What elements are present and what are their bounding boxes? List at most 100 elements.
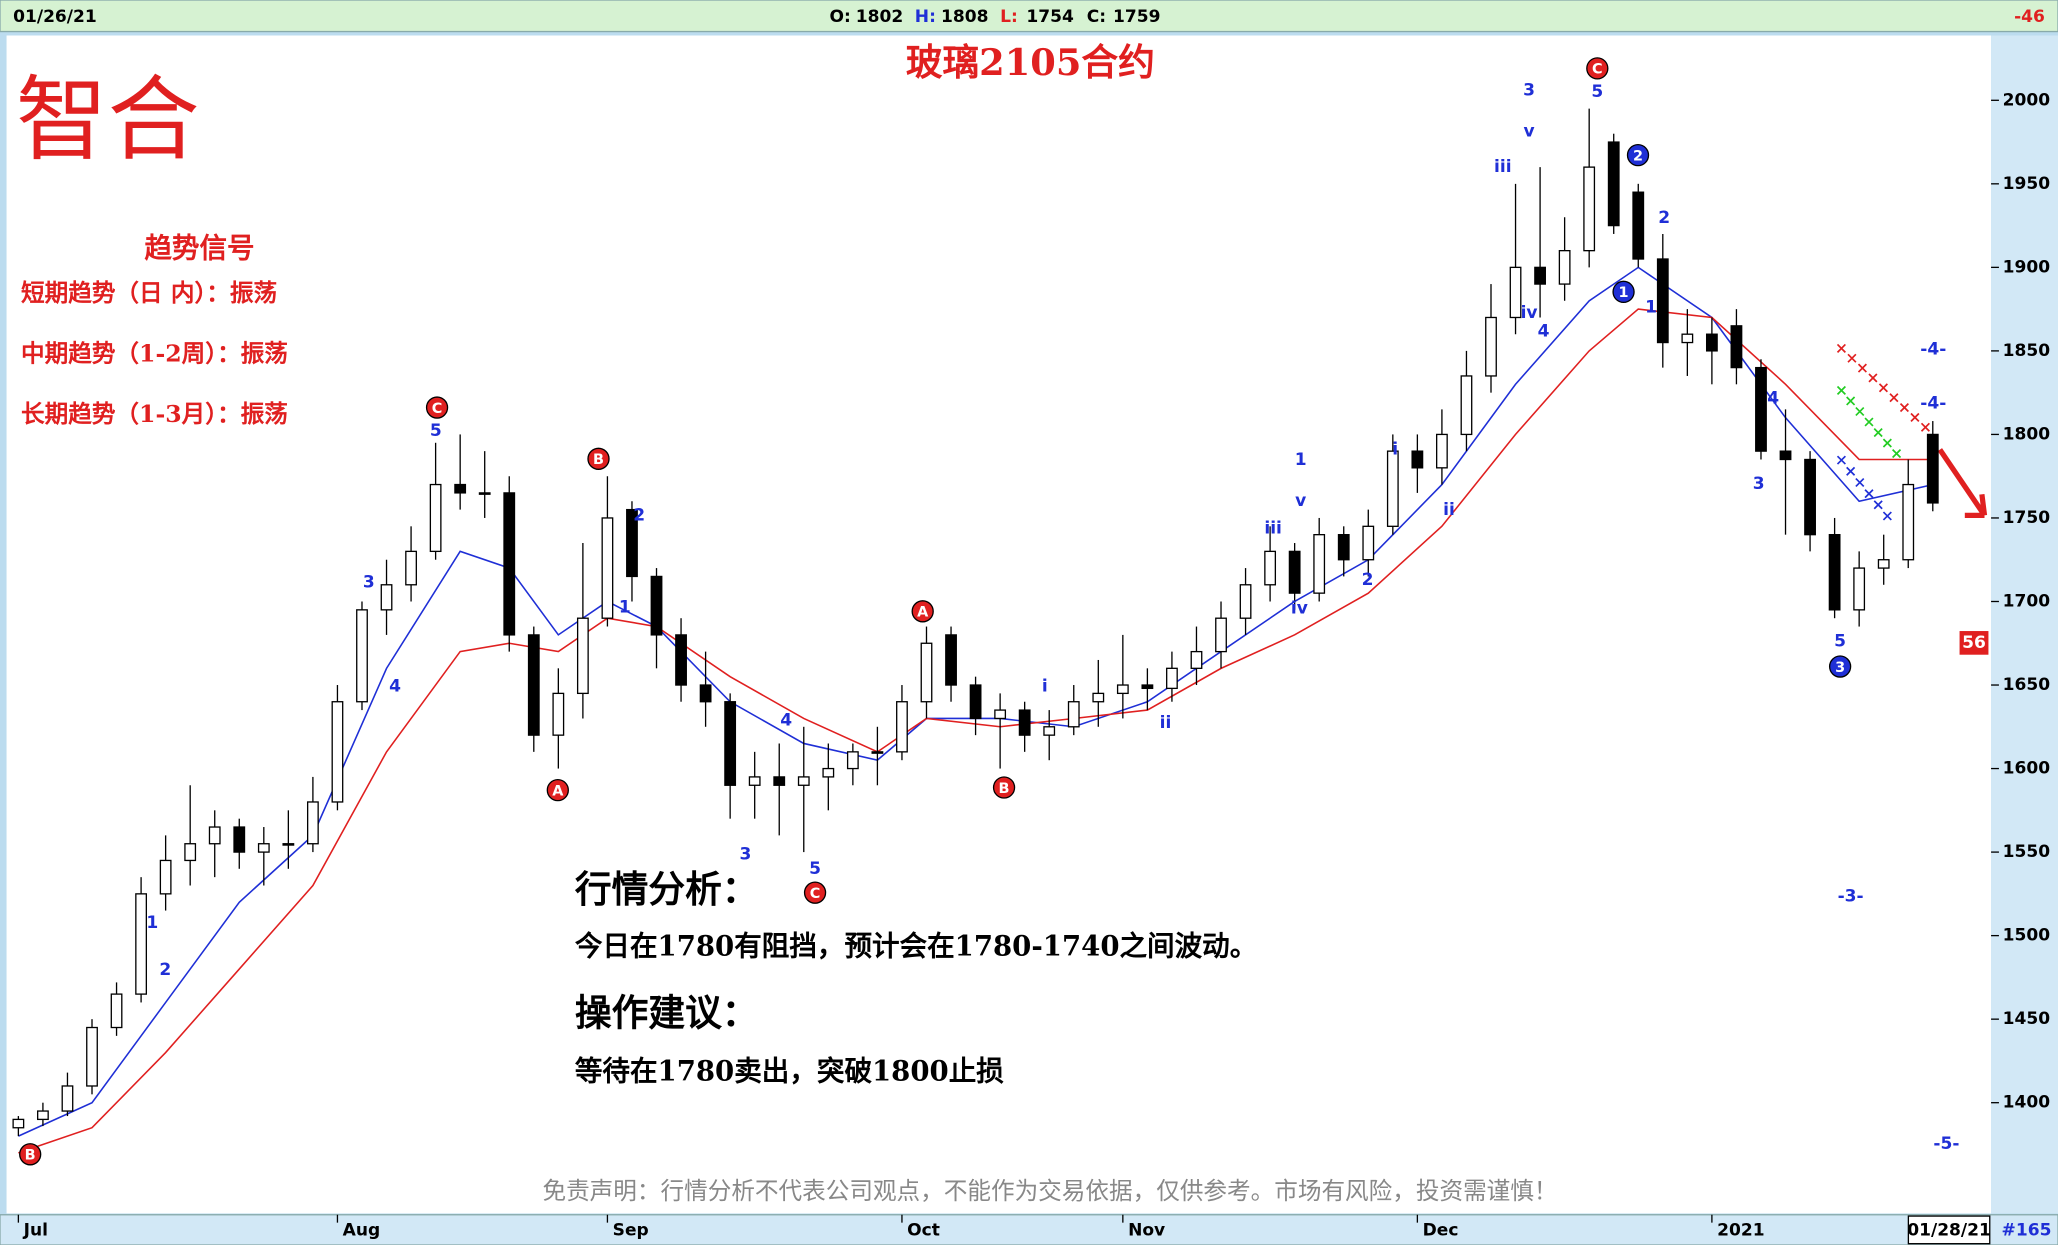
candle-body xyxy=(576,617,589,695)
wave-label: ii xyxy=(1443,500,1455,520)
candle-body xyxy=(1018,709,1031,736)
candle-body xyxy=(1239,584,1252,619)
x-marker xyxy=(1836,385,1846,396)
candle-body xyxy=(1067,701,1080,728)
wave-label: A xyxy=(552,783,564,799)
chart-title: 玻璃2105合约 xyxy=(906,40,1155,84)
candle-body xyxy=(135,893,147,995)
candle-body xyxy=(601,517,614,619)
candle-body xyxy=(675,634,687,686)
candle-body xyxy=(331,701,344,803)
wave-label: 4 xyxy=(1538,321,1550,341)
wave-badge xyxy=(1612,280,1635,304)
x-marker xyxy=(1847,353,1857,363)
y-tick-label: 1550 xyxy=(2003,842,2051,862)
wave-label: 3 xyxy=(1753,474,1765,494)
y-tick-label: 1850 xyxy=(2003,341,2051,361)
candle-body xyxy=(1926,433,1939,504)
header-value: 1808 xyxy=(941,7,988,27)
x-marker xyxy=(1855,477,1865,488)
candle-body xyxy=(1264,550,1277,586)
header-date: 01/26/21 xyxy=(13,7,97,27)
candle-body xyxy=(1460,375,1473,436)
header-bar xyxy=(0,0,2058,33)
x-marker xyxy=(1882,438,1892,448)
candle-body xyxy=(1092,692,1105,703)
candle-body xyxy=(945,634,957,686)
signal-row: 中期趋势（1-2周）：振荡 xyxy=(21,339,288,367)
wave-label: 4 xyxy=(389,676,401,696)
y-tick-label: 1800 xyxy=(2003,424,2051,444)
wave-label: B xyxy=(999,781,1010,797)
wave-label: 1 xyxy=(1645,298,1657,318)
candle-body xyxy=(1779,450,1792,461)
candle-body xyxy=(454,483,467,494)
candle-body xyxy=(257,843,270,853)
x-marker xyxy=(1910,412,1920,422)
candle-body xyxy=(1190,650,1203,669)
wave-label: 3 xyxy=(1835,660,1845,676)
candle-body xyxy=(1828,534,1841,611)
wave-label: C xyxy=(1592,62,1603,78)
wave-label: iii xyxy=(1264,518,1282,538)
signal-row: 短期趋势（日 内）：振荡 xyxy=(21,279,277,307)
candle-body xyxy=(527,634,540,736)
candle-body xyxy=(1902,483,1915,561)
header-value: 1759 xyxy=(1113,7,1160,27)
wave-label: iv xyxy=(1521,303,1538,323)
x-marker xyxy=(1873,427,1883,438)
candle-body xyxy=(110,993,123,1029)
wave-badge xyxy=(1586,57,1609,80)
markers xyxy=(1836,343,1930,521)
wave-badge xyxy=(1828,655,1852,678)
candle-body xyxy=(1436,433,1448,469)
x-marker xyxy=(1892,449,1902,459)
candle-body xyxy=(626,508,638,578)
candle-body xyxy=(871,751,884,754)
signal-row: 长期趋势（1-3月）：振荡 xyxy=(21,400,288,428)
candle-body xyxy=(429,483,442,553)
y-tick-label: 1650 xyxy=(2003,675,2051,695)
candle-body xyxy=(61,1085,74,1112)
signals-title: 趋势信号 xyxy=(144,231,254,264)
candle-body xyxy=(1804,458,1816,536)
wave-label: 1 xyxy=(146,913,158,933)
wave-label: -4- xyxy=(1920,340,1946,360)
wave-label: ii xyxy=(1160,713,1172,733)
candle-body xyxy=(650,575,663,636)
candle-body xyxy=(233,826,246,853)
candle-body xyxy=(306,801,319,845)
plot-area xyxy=(6,35,1992,1214)
wave-label: 3 xyxy=(363,572,375,592)
wave-badge xyxy=(587,447,610,470)
wave-badge xyxy=(1626,143,1650,167)
side-badge: 56 xyxy=(1962,633,1986,653)
wave-label: -3- xyxy=(1838,887,1864,907)
x-marker xyxy=(1846,396,1856,406)
candle-body xyxy=(1583,166,1596,252)
y-tick-label: 1500 xyxy=(2003,926,2051,946)
candle-body xyxy=(405,550,417,586)
x-tick-label: Dec xyxy=(1423,1221,1459,1241)
candle-body xyxy=(1853,567,1866,611)
header-value: 1754 xyxy=(1026,7,1074,27)
x-marker xyxy=(1855,406,1865,417)
x-axis-area xyxy=(0,1214,2058,1245)
candle-body xyxy=(12,1118,25,1129)
wave-label: 3 xyxy=(1523,81,1535,101)
candle-body xyxy=(1337,534,1350,561)
wave-label: 5 xyxy=(809,859,821,879)
candle-body xyxy=(356,609,368,703)
candle-body xyxy=(1656,258,1669,344)
x-tick-label: Jul xyxy=(23,1221,48,1241)
x-marker xyxy=(1846,466,1856,476)
candle-body xyxy=(1877,559,1890,569)
wave-label: 3 xyxy=(740,845,752,865)
wave-label: 1 xyxy=(619,597,631,617)
y-tick-label: 1700 xyxy=(2003,591,2051,611)
y-tick-label: 1900 xyxy=(2003,257,2051,277)
wave-label: iv xyxy=(1291,599,1308,619)
candle-body xyxy=(1681,333,1694,344)
y-tick-label: 1450 xyxy=(2003,1009,2051,1029)
y-tick-label: 1750 xyxy=(2003,508,2051,528)
